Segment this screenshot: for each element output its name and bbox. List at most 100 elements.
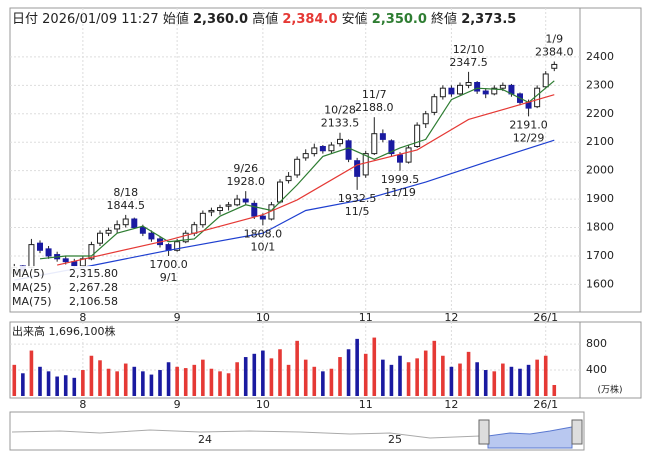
- ma-line: [14, 139, 555, 281]
- candle-body: [122, 218, 129, 226]
- header-bg: [11, 9, 536, 27]
- annotation-price: 1928.0: [226, 175, 265, 188]
- volume-bar: [295, 340, 299, 396]
- annotation-date: 12/29: [513, 131, 545, 144]
- candle-body: [397, 154, 403, 163]
- header-open: 2,360.0: [193, 12, 248, 27]
- candle-body: [148, 232, 155, 240]
- ma-line: [57, 94, 555, 266]
- annotation-price: 2384.0: [535, 45, 574, 58]
- candle-body: [388, 140, 395, 155]
- candle-body: [62, 258, 69, 263]
- annotation-date: 9/26: [233, 162, 258, 175]
- volume-label: 出来高: [12, 324, 45, 338]
- volume-bar: [72, 377, 77, 396]
- volume-bar: [303, 359, 308, 396]
- volume-bar: [312, 366, 317, 396]
- volume-bar: [123, 363, 128, 396]
- y-tick-label: 2400: [586, 50, 614, 63]
- volume-bar: [441, 355, 445, 396]
- candle-body: [311, 147, 318, 155]
- volume-bar: [415, 358, 419, 396]
- candle-body: [217, 207, 223, 211]
- legend-name: MA(5): [12, 267, 45, 280]
- candle-body: [71, 261, 78, 267]
- candle-body: [242, 198, 249, 203]
- volume-bar: [278, 349, 282, 396]
- header-label: 安値: [342, 11, 368, 27]
- volume-bar: [46, 371, 51, 396]
- candle-body: [491, 87, 498, 95]
- candle-body: [105, 229, 112, 234]
- volume-bar: [381, 359, 385, 396]
- x-tick-label: 26/1: [533, 398, 558, 411]
- candle-body: [362, 153, 369, 176]
- annotation-date: 1/9: [545, 32, 563, 45]
- volume-bar: [492, 371, 497, 396]
- candle-body: [45, 248, 52, 257]
- candle-body: [465, 82, 472, 86]
- y-tick-label: 2100: [586, 135, 614, 148]
- volume-bar: [243, 357, 248, 396]
- volume-bar: [218, 371, 222, 396]
- volume-bar: [29, 350, 34, 396]
- annotation-price: 2188.0: [355, 101, 394, 114]
- annotation-price: 1932.5: [338, 192, 377, 205]
- ma-line: [39, 80, 555, 260]
- volume-bar: [55, 376, 59, 396]
- navigator-handle[interactable]: [478, 419, 490, 445]
- volume-bar: [329, 368, 334, 396]
- volume-bar: [175, 366, 179, 396]
- legend-value: 2,106.58: [69, 295, 118, 308]
- volume-bar: [183, 368, 188, 396]
- candle-body: [225, 204, 232, 207]
- candle-body: [482, 90, 489, 95]
- annotation-date: 12/10: [453, 43, 485, 56]
- candle-body: [28, 244, 35, 268]
- candle-body: [199, 212, 206, 226]
- volume-bar: [192, 364, 197, 396]
- legend-name: MA(75): [12, 295, 52, 308]
- annotation-date: 10/1: [251, 240, 276, 253]
- volume-tick-label: 400: [586, 363, 607, 376]
- candle-body: [131, 218, 138, 229]
- y-tick-label: 2200: [586, 107, 614, 120]
- x-tick-label: 26/1: [533, 311, 558, 324]
- plot: 1600 1700 1800 1900 2000 2100 2200 2300 2400 400 8…: [10, 8, 614, 411]
- annotation-price: 2347.5: [449, 56, 488, 69]
- volume-bar: [338, 357, 342, 396]
- volume-bar: [423, 350, 428, 396]
- volume-bar: [286, 364, 291, 396]
- volume-bar: [235, 362, 239, 396]
- volume-bar: [166, 362, 171, 396]
- navigator-handle[interactable]: [571, 419, 583, 445]
- y-tick-label: 1800: [586, 221, 614, 234]
- volume-bar: [466, 351, 471, 396]
- x-tick-label: 11: [359, 311, 373, 324]
- candle-body: [405, 147, 412, 163]
- annotation-date: 11/19: [384, 186, 416, 199]
- annotation-price: 1700.0: [149, 258, 188, 271]
- annotation-price: 2133.5: [321, 117, 360, 130]
- volume-bar: [226, 373, 231, 396]
- volume-bar: [432, 340, 437, 396]
- volume-bar: [149, 374, 154, 396]
- annotation-date: 11/7: [362, 88, 387, 101]
- candle-body: [439, 87, 446, 98]
- candle-body: [208, 209, 215, 213]
- legend-value: 2,267.28: [69, 281, 118, 294]
- volume-bar: [535, 359, 539, 396]
- candle-body: [371, 133, 378, 155]
- annotation-price: 2191.0: [509, 118, 548, 131]
- candle-body: [542, 73, 549, 88]
- volume-bar: [518, 368, 522, 396]
- volume-bar: [355, 338, 359, 396]
- volume-bar: [363, 353, 368, 396]
- candle-body: [328, 144, 335, 152]
- x-tick-label: 12: [444, 398, 458, 411]
- volume-bar: [389, 364, 394, 396]
- x-tick-label: 9: [174, 398, 181, 411]
- volume-bar: [21, 373, 25, 396]
- volume-bar: [209, 368, 214, 396]
